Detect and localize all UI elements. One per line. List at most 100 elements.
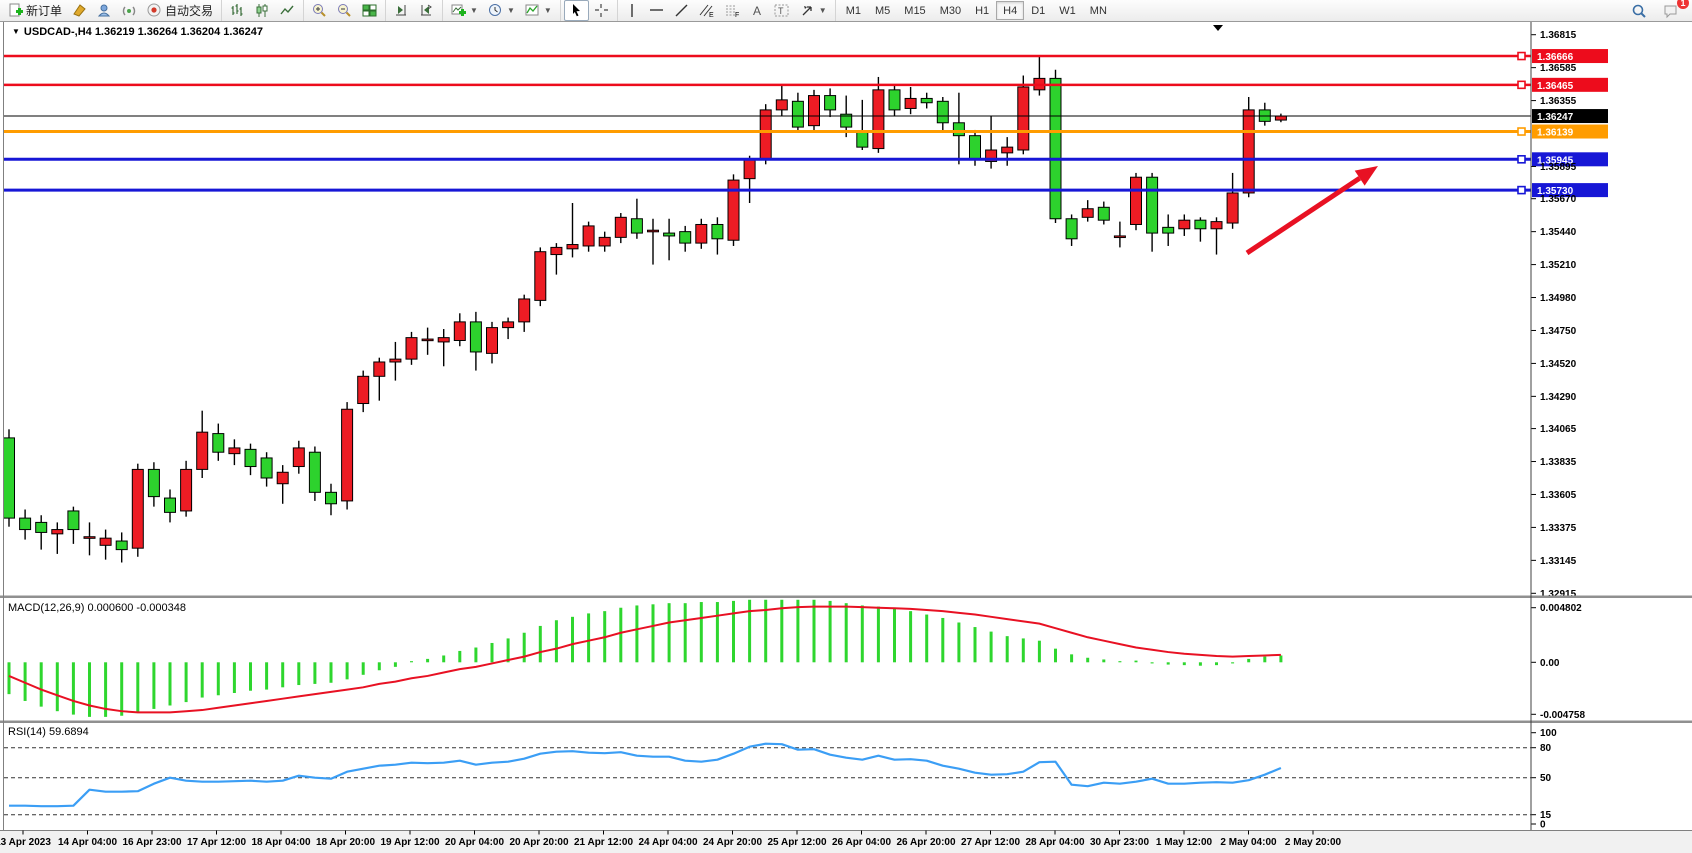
timeframe-h1[interactable]: H1	[975, 4, 990, 17]
time-axis-label: 30 Apr 23:00	[1090, 837, 1150, 848]
time-axis-label: 21 Apr 12:00	[574, 837, 634, 848]
time-axis-label: 19 Apr 12:00	[380, 837, 440, 848]
candlestick-chart-icon	[255, 3, 270, 18]
text-tool-button[interactable]: A	[746, 0, 769, 21]
hline-handle	[1517, 127, 1526, 136]
candle-up	[695, 223, 708, 244]
fibonacci-tool-button[interactable]: F	[720, 0, 746, 21]
candle-down	[920, 97, 933, 104]
chart-canvas[interactable]: 1.36666 1.36465 1.36247 1.36139 1.35945 1.357…	[0, 21, 1692, 853]
timeframe-m5[interactable]: M5	[875, 4, 891, 17]
chart-shift-button[interactable]	[414, 0, 439, 21]
trendline-tool-button[interactable]	[669, 0, 694, 21]
candle-down	[147, 468, 160, 498]
candle-up	[1001, 146, 1014, 154]
crosshair-tool-button[interactable]	[589, 0, 614, 21]
timeframe-m30[interactable]: M30	[939, 4, 962, 17]
autotrade-button[interactable]: 自动交易	[142, 0, 218, 21]
price-axis-flag	[1532, 77, 1608, 92]
toolbar-group-drawing: E F A T ▼	[616, 0, 835, 21]
hline-handle	[1517, 155, 1526, 164]
vertical-line-tool-button[interactable]	[621, 0, 644, 21]
bar-chart-button[interactable]	[225, 0, 250, 21]
candlestick-chart-button[interactable]	[250, 0, 275, 21]
candle-up	[550, 246, 563, 256]
toolbar-group-trade: 新订单 自动交易	[0, 0, 221, 21]
trendline-icon	[674, 3, 689, 18]
candle-up	[775, 99, 788, 111]
time-axis-label: 20 Apr 20:00	[509, 837, 569, 848]
price-axis-label: 1.36815	[1540, 30, 1577, 41]
trend-arrow-shaft	[1245, 176, 1362, 256]
candle-up	[518, 298, 531, 323]
auto-scroll-button[interactable]	[389, 0, 414, 21]
candle-up	[389, 358, 402, 363]
text-icon: A	[751, 3, 764, 18]
search-button[interactable]	[1626, 0, 1652, 21]
candle-down	[824, 95, 837, 111]
candle-up	[904, 97, 917, 109]
publisher-icon	[97, 3, 112, 18]
new-order-button[interactable]: 新订单	[3, 0, 67, 21]
price-axis-flag-text: 1.36139	[1537, 128, 1574, 139]
cursor-tool-button[interactable]	[563, 0, 589, 21]
cursor-icon	[569, 3, 584, 18]
indicators-button[interactable]: ▼	[520, 0, 557, 21]
candle-up	[872, 89, 885, 150]
signal-button[interactable]	[117, 0, 142, 21]
candle-up	[1226, 192, 1239, 224]
candle-down	[67, 510, 80, 531]
candle-down	[791, 100, 804, 128]
hline-handle	[1517, 185, 1526, 195]
periods-button[interactable]: ▼	[483, 0, 520, 21]
new-order-label: 新订单	[26, 4, 63, 18]
candle-down	[936, 100, 949, 124]
chart-background	[0, 21, 1692, 853]
candle-down	[1049, 77, 1062, 220]
notifications-button[interactable]: 1	[1658, 0, 1689, 21]
rsi-axis-label: 100	[1540, 728, 1557, 739]
price-axis-label: 1.35895	[1540, 162, 1577, 173]
candle-down	[19, 517, 32, 531]
price-axis-flag-text: 1.36465	[1537, 81, 1574, 92]
macd-axis-label: 0.004802	[1540, 603, 1582, 614]
new-chart-button[interactable]: ▼	[446, 0, 483, 21]
tile-windows-button[interactable]	[357, 0, 382, 21]
timeframe-h4[interactable]: H4	[996, 1, 1025, 20]
timeframe-d1[interactable]: D1	[1031, 4, 1046, 17]
candle-up	[437, 337, 450, 343]
candle-up	[1274, 115, 1287, 121]
timeframe-m1[interactable]: M1	[845, 4, 861, 17]
price-axis-label: 1.34520	[1540, 359, 1577, 370]
candle-down	[1146, 176, 1159, 234]
candle-down	[3, 437, 15, 519]
stamp-button[interactable]	[67, 0, 92, 21]
time-axis-label: 16 Apr 23:00	[122, 837, 182, 848]
time-axis-label: 2 May 04:00	[1220, 837, 1277, 848]
line-chart-button[interactable]	[275, 0, 300, 21]
price-axis-label: 1.34065	[1540, 424, 1577, 435]
price-axis-label: 1.32915	[1540, 589, 1577, 600]
toolbar-group-cursor	[559, 0, 617, 21]
notification-badge: 1	[1677, 0, 1689, 9]
price-axis-label: 1.34750	[1540, 326, 1577, 337]
price-axis-label: 1.35210	[1540, 260, 1577, 271]
chart-window[interactable]: 1.36666 1.36465 1.36247 1.36139 1.35945 1.357…	[0, 21, 1692, 853]
time-axis-label: 26 Apr 04:00	[832, 837, 892, 848]
equidistant-channel-tool-button[interactable]: E	[694, 0, 720, 21]
horizontal-line-tool-button[interactable]	[644, 0, 669, 21]
arrows-tool-button[interactable]: ▼	[795, 0, 832, 21]
publisher-button[interactable]	[92, 0, 117, 21]
vertical-line-icon	[626, 3, 639, 18]
timeframe-w1[interactable]: W1	[1059, 4, 1076, 17]
new-chart-caret-icon: ▼	[470, 6, 478, 15]
timeframe-mn[interactable]: MN	[1089, 4, 1107, 17]
timeframe-m15[interactable]: M15	[904, 4, 926, 17]
chart-title-dropdown-icon[interactable]: ▼	[12, 27, 20, 36]
candle-up	[83, 536, 96, 539]
toolbar-group-chart-type	[221, 0, 303, 21]
zoom-out-button[interactable]	[332, 0, 357, 21]
zoom-in-button[interactable]	[307, 0, 332, 21]
candle-up	[985, 149, 998, 162]
text-label-tool-button[interactable]: T	[769, 0, 795, 21]
